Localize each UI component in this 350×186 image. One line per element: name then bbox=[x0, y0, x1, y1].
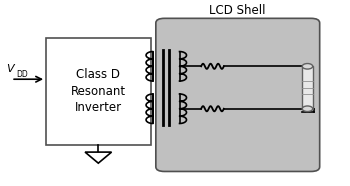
Text: Inverter: Inverter bbox=[75, 101, 122, 114]
Text: V: V bbox=[6, 64, 14, 74]
Bar bbox=[46, 38, 150, 145]
Text: Resonant: Resonant bbox=[71, 85, 126, 98]
FancyBboxPatch shape bbox=[156, 18, 320, 171]
Ellipse shape bbox=[302, 106, 313, 111]
Ellipse shape bbox=[302, 64, 313, 69]
Text: Class D: Class D bbox=[76, 68, 120, 81]
Text: DD: DD bbox=[16, 70, 28, 79]
Text: LCD Shell: LCD Shell bbox=[210, 4, 266, 17]
Bar bbox=[302, 66, 313, 109]
Polygon shape bbox=[85, 152, 112, 163]
